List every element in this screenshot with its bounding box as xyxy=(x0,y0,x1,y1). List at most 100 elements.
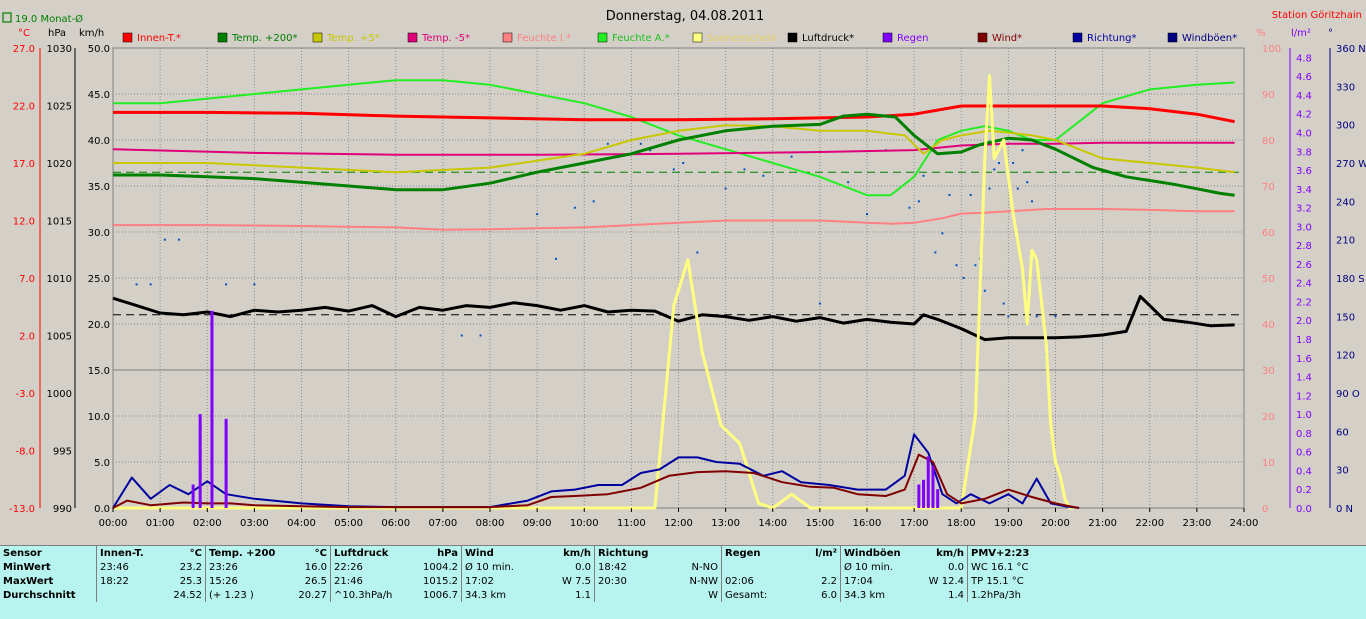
legend-label-wind: Wind* xyxy=(992,33,1022,44)
direction-point xyxy=(941,232,944,235)
percent-tick-label: 20 xyxy=(1262,412,1275,423)
direction-tick-label: 360 N xyxy=(1336,44,1366,55)
kmh-tick-label: 40.0 xyxy=(88,136,110,147)
temp-tick-label: 27.0 xyxy=(13,44,35,55)
direction-point xyxy=(163,238,166,241)
kmh-tick-label: 15.0 xyxy=(88,366,110,377)
summary-cell: 1004.2 xyxy=(423,561,458,573)
legend-label-feuchte-i: Feuchte I.* xyxy=(517,33,571,44)
series-line-temp-200 xyxy=(113,112,1235,197)
legend-swatch-luftdruck xyxy=(787,32,798,43)
time-tick-label: 13:00 xyxy=(711,518,740,529)
time-tick-label: 19:00 xyxy=(994,518,1023,529)
direction-tick-label: 30 xyxy=(1336,466,1349,477)
temp-unit: °C xyxy=(18,28,30,39)
summary-row: Durchschnitt 24.52 (+ 1.23 ) 20.27 ^10.3hPa/… xyxy=(0,588,1064,602)
kmh-tick-label: 20.0 xyxy=(88,320,110,331)
series-line-temp-5 xyxy=(112,141,1235,156)
rain-tick-label: 1.8 xyxy=(1296,335,1312,346)
summary-cell: 17:04 xyxy=(840,574,917,588)
rain-tick-label: 0.8 xyxy=(1296,429,1312,440)
direction-point xyxy=(983,289,986,292)
summary-cell: 26.5 xyxy=(304,575,327,587)
summary-cell: 1.2hPa/3h xyxy=(967,588,1064,602)
summary-cell: 02:06 xyxy=(721,574,786,588)
rain-bar xyxy=(210,310,214,508)
summary-row: MinWert 23:46 23.2 23:26 16.0 22:26 1004.2 Ø 10… xyxy=(0,560,1064,574)
kmh-tick-label: 45.0 xyxy=(88,90,110,101)
direction-tick-label: 150 xyxy=(1336,312,1355,323)
time-tick-label: 01:00 xyxy=(146,518,175,529)
percent-tick-label: 60 xyxy=(1262,228,1275,239)
series-line-temp-5 xyxy=(113,124,1235,174)
summary-cell: 20:30 xyxy=(594,574,665,588)
time-tick-label: 23:00 xyxy=(1182,518,1211,529)
direction-tick-label: 120 xyxy=(1336,351,1355,362)
temp-tick-label: -8.0 xyxy=(15,447,35,458)
series-line-feuchte-a xyxy=(113,79,1235,197)
legend-swatch-regen xyxy=(882,32,893,43)
summary-cell: 20.27 xyxy=(298,589,327,601)
rain-bar xyxy=(198,414,202,508)
rain-tick-label: 1.2 xyxy=(1296,391,1312,402)
time-tick-label: 17:00 xyxy=(900,518,929,529)
legend-label-temp-5: Temp. -5* xyxy=(421,33,470,44)
rain-tick-label: 1.0 xyxy=(1296,410,1312,421)
rain-tick-label: 0.6 xyxy=(1296,448,1312,459)
direction-point xyxy=(672,168,675,171)
direction-point xyxy=(536,213,539,216)
deg-unit: ° xyxy=(1328,28,1333,39)
summary-cell: Wind xyxy=(461,546,544,560)
summary-cell: Gesamt: xyxy=(721,588,786,602)
direction-point xyxy=(908,206,911,209)
legend-swatch-temp-5 xyxy=(407,32,418,43)
series-line-luftdruck xyxy=(112,294,1235,342)
direction-point xyxy=(1054,315,1057,318)
summary-cell: 21:46 xyxy=(330,574,415,588)
summary-cell: °C xyxy=(314,547,327,559)
summary-cell: Innen-T. xyxy=(96,546,159,560)
summary-cell xyxy=(594,588,665,602)
summary-cell: 0.0 xyxy=(575,561,591,573)
summary-cell: 25.3 xyxy=(179,575,202,587)
kmh-unit: km/h xyxy=(79,28,104,39)
time-tick-label: 06:00 xyxy=(381,518,410,529)
percent-tick-label: 90 xyxy=(1262,90,1275,101)
time-tick-label: 14:00 xyxy=(758,518,787,529)
series-line-windb-en xyxy=(112,433,1080,509)
rain-tick-label: 2.2 xyxy=(1296,297,1312,308)
direction-point xyxy=(573,206,576,209)
rain-tick-label: 1.6 xyxy=(1296,354,1312,365)
percent-tick-label: 70 xyxy=(1262,182,1275,193)
summary-cell: Ø 10 min. xyxy=(840,560,917,574)
percent-tick-label: 100 xyxy=(1262,44,1281,55)
legend-label-luftdruck: Luftdruck* xyxy=(802,33,854,44)
kmh-tick-label: 50.0 xyxy=(88,44,110,55)
direction-point xyxy=(818,302,821,305)
rain-tick-label: 3.8 xyxy=(1296,147,1312,158)
percent-tick-label: 30 xyxy=(1262,366,1275,377)
summary-cell: 18:22 xyxy=(96,574,159,588)
station-name: Station Göritzhain xyxy=(1272,10,1362,21)
hpa-tick-label: 1010 xyxy=(47,274,72,285)
time-tick-label: 07:00 xyxy=(428,518,457,529)
series-line-feuchte-i xyxy=(113,208,1235,231)
direction-tick-label: 210 xyxy=(1336,236,1355,247)
temp-tick-label: -3.0 xyxy=(15,389,35,400)
rain-tick-label: 0.2 xyxy=(1296,485,1312,496)
summary-cell xyxy=(786,560,841,574)
time-tick-label: 20:00 xyxy=(1041,518,1070,529)
summary-row: MaxWert 18:22 25.3 15:26 26.5 21:46 1015.2 17:0… xyxy=(0,574,1064,588)
weather-chart: 27.022.017.012.07.02.0-3.0-8.0-13.010301… xyxy=(2,9,1366,529)
summary-cell xyxy=(721,560,786,574)
rain-tick-label: 3.0 xyxy=(1296,222,1312,233)
summary-cell: 23:26 xyxy=(205,560,284,574)
direction-point xyxy=(253,283,256,286)
time-tick-label: 00:00 xyxy=(99,518,128,529)
direction-point xyxy=(1030,200,1033,203)
time-tick-label: 09:00 xyxy=(523,518,552,529)
direction-point xyxy=(554,257,557,260)
rain-bar xyxy=(191,484,195,508)
summary-cell: hPa xyxy=(437,547,458,559)
time-tick-label: 16:00 xyxy=(853,518,882,529)
